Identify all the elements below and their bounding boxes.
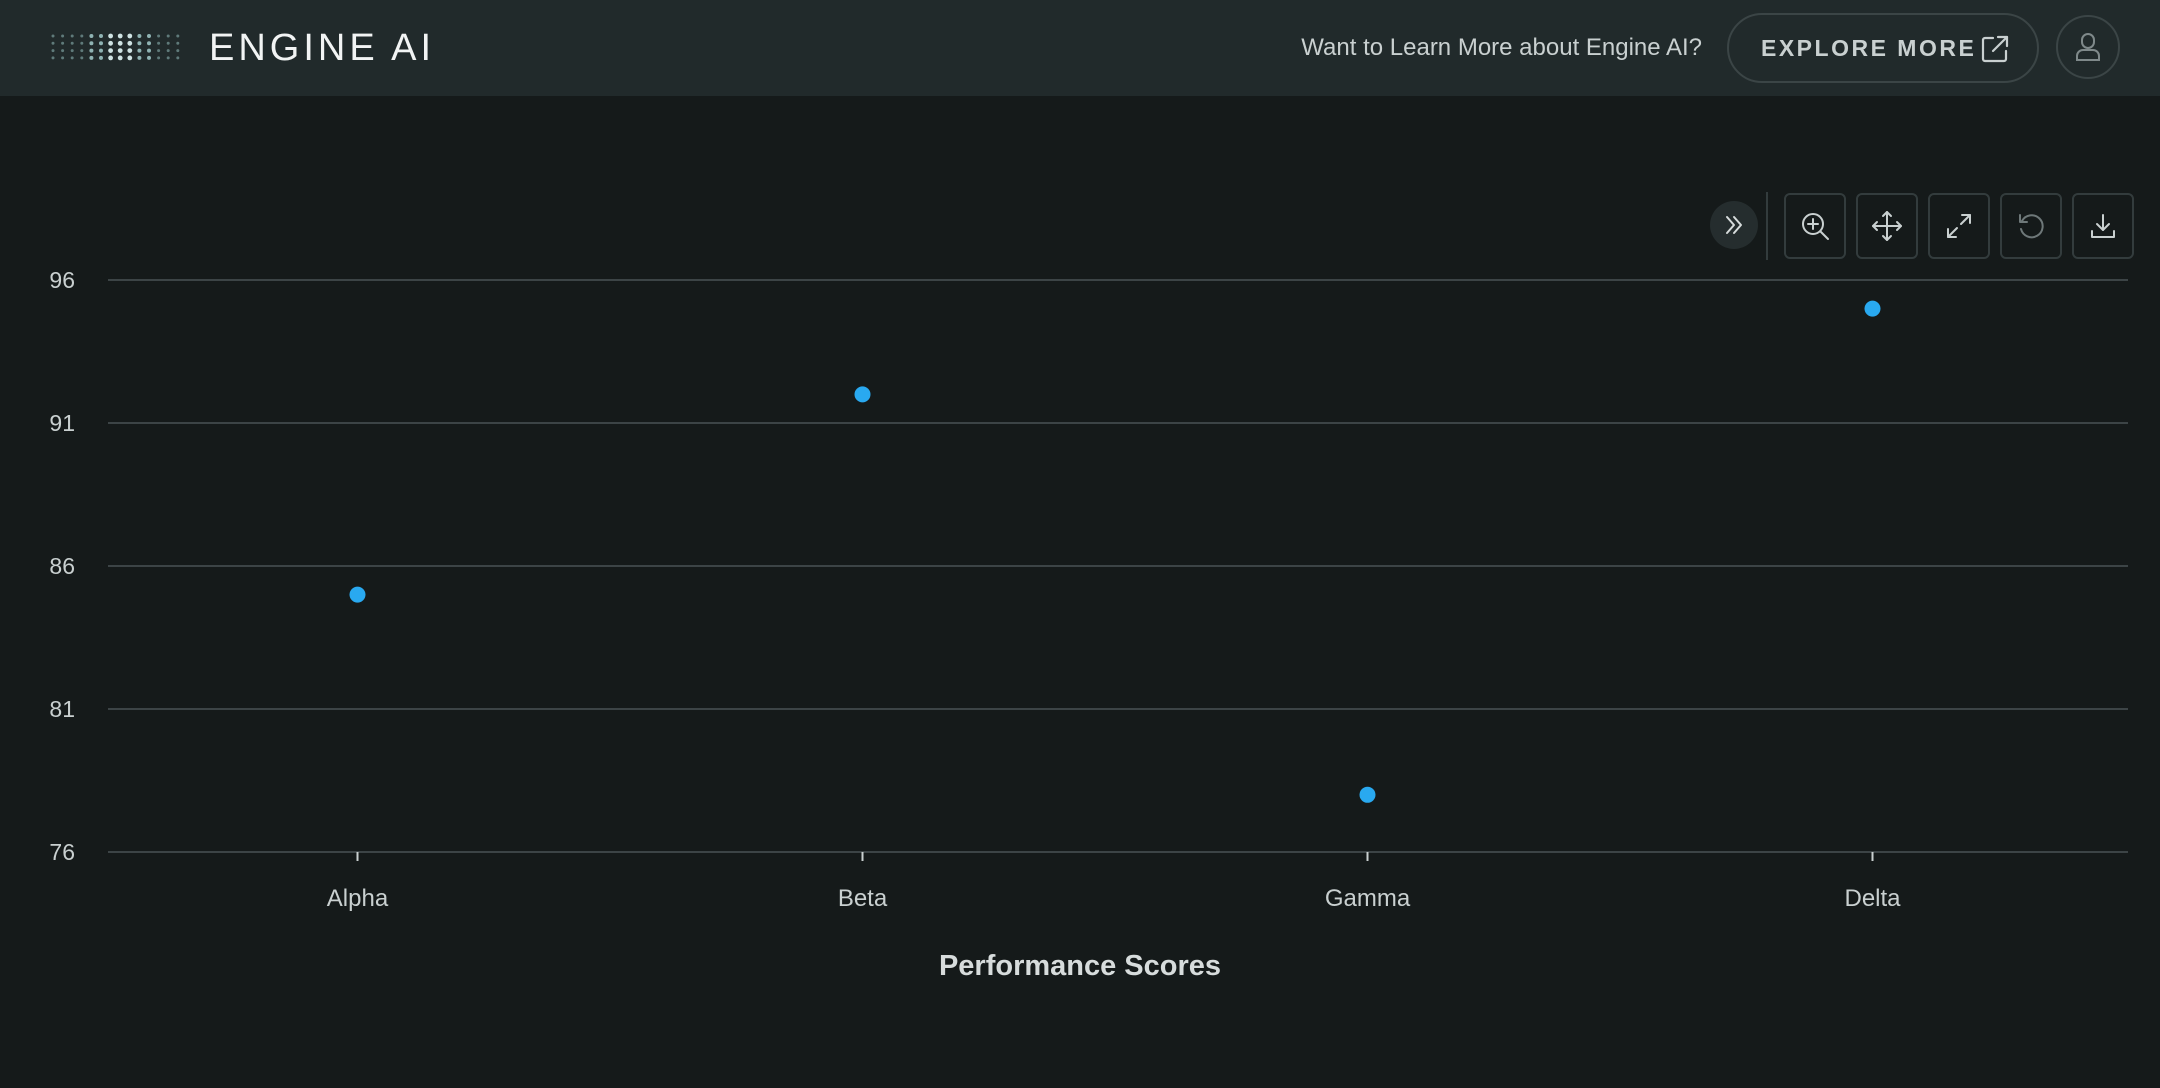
logo-dot (166, 34, 170, 38)
logo-dot (157, 34, 161, 38)
x-tick-label: Beta (838, 885, 888, 912)
logo-dot (89, 48, 94, 53)
logo-dot (108, 33, 113, 39)
chevrons-right-icon (1726, 216, 1742, 234)
logo-dot (99, 48, 103, 53)
y-tick-label: 76 (49, 839, 75, 865)
reset-button[interactable] (2000, 193, 2062, 259)
external-link-icon (1981, 35, 2009, 63)
logo-dot (80, 41, 84, 45)
logo-dot (61, 49, 65, 53)
y-tick-label: 86 (49, 553, 75, 579)
fullscreen-icon (1947, 214, 1971, 238)
logo-dot (137, 48, 142, 53)
y-tick-label: 96 (49, 267, 75, 293)
fullscreen-button[interactable] (1928, 193, 1990, 259)
logo-dot (108, 40, 113, 46)
logo-dot (137, 34, 142, 38)
explore-more-label: EXPLORE MORE (1761, 34, 1977, 61)
logo-dot (157, 56, 161, 60)
logo-dot (147, 34, 151, 38)
logo-dot (89, 55, 94, 60)
y-tick-label: 81 (49, 696, 75, 722)
logo-dot (61, 34, 65, 38)
logo-dot (157, 41, 161, 45)
x-tick-label: Delta (1844, 885, 1901, 912)
logo-text: ENGINE AI (209, 27, 436, 69)
logo-dot (89, 34, 94, 38)
logo-dot (99, 55, 103, 60)
app-header: ENGINE AI Want to Learn More about Engin… (0, 0, 2160, 96)
logo-dot (99, 34, 103, 38)
y-tick-label: 91 (49, 410, 75, 436)
promo-text: Want to Learn More about Engine AI? (1301, 34, 1702, 61)
logo-dot (80, 34, 84, 38)
logo-dot (166, 49, 170, 53)
logo-dot (137, 55, 142, 60)
logo-dot (176, 34, 180, 38)
logo-dot (108, 48, 113, 53)
logo-dot (176, 49, 180, 53)
logo-dot (51, 34, 55, 38)
logo-dot (80, 56, 84, 60)
logo-dot (147, 55, 151, 60)
user-icon (2076, 33, 2100, 61)
download-button[interactable] (2072, 193, 2134, 259)
scatter-chart: 76 81 86 91 96 Alpha Beta Gamma Delta (49, 267, 2128, 912)
x-axis-label: Performance Scores (938, 950, 1222, 982)
logo-dot (70, 34, 74, 38)
logo-dot (157, 49, 161, 53)
toolbar-divider (1766, 192, 1768, 260)
logo-dot (166, 56, 170, 60)
logo-dot (176, 56, 180, 60)
logo-dot (127, 48, 133, 53)
expand-toolbar-button[interactable] (1710, 201, 1758, 249)
x-tick-label: Alpha (327, 885, 389, 912)
logo-dot (166, 41, 170, 45)
logo-dot (108, 55, 113, 61)
logo-dot (80, 49, 84, 53)
x-tick-label: Gamma (1325, 885, 1411, 912)
logo-dot (70, 56, 74, 60)
logo-dot (89, 41, 94, 46)
logo-dot (117, 55, 123, 61)
data-point (349, 586, 366, 603)
download-icon (2091, 214, 2115, 238)
logo-dot (51, 41, 55, 45)
logo-dot (127, 33, 133, 39)
data-point (1864, 300, 1881, 317)
logo-dot (117, 40, 123, 46)
logo-dot (127, 55, 133, 61)
logo-dot (70, 41, 74, 45)
pan-icon (1872, 211, 1902, 241)
logo-dot (117, 48, 123, 53)
user-avatar-button[interactable] (2056, 15, 2120, 79)
zoom-in-icon (1802, 213, 1829, 240)
reset-icon (2019, 214, 2044, 239)
logo-dot (70, 49, 74, 53)
explore-more-button[interactable]: EXPLORE MORE (1727, 13, 2039, 83)
logo-dot (137, 41, 142, 46)
logo-dot (99, 41, 103, 46)
zoom-in-button[interactable] (1784, 193, 1846, 259)
logo-dot (51, 49, 55, 53)
data-point (854, 386, 871, 403)
pan-button[interactable] (1856, 193, 1918, 259)
logo-dot (147, 41, 151, 46)
logo-dot (147, 48, 151, 53)
data-point (1359, 786, 1376, 803)
logo-dot (117, 33, 123, 39)
logo-dot (176, 41, 180, 45)
logo-dot (127, 40, 133, 46)
logo-dot (51, 56, 55, 60)
logo-dot (61, 41, 65, 45)
logo-dots-icon (51, 33, 180, 61)
logo-dot (61, 56, 65, 60)
